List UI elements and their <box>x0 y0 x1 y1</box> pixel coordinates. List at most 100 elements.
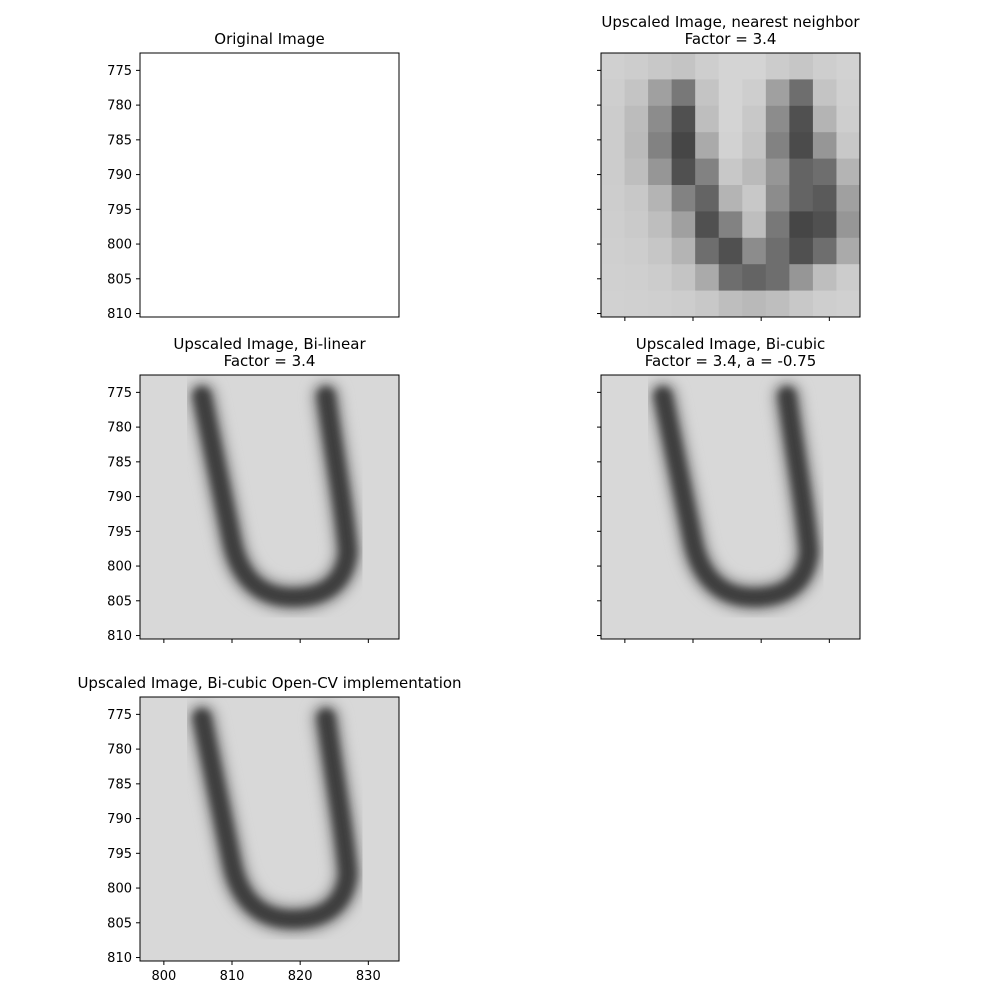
x-tick-label: 820 <box>288 969 313 984</box>
pixel-cell <box>789 211 814 239</box>
pixel-cell <box>671 211 696 239</box>
pixel-cell <box>742 290 767 317</box>
image-area <box>187 380 363 613</box>
pixel-cell <box>812 132 838 160</box>
y-tick-label: 805 <box>107 594 132 609</box>
pixel-cell <box>648 185 673 212</box>
pixel-cell <box>836 185 860 212</box>
pixel-cell <box>789 264 814 292</box>
y-tick-label: 795 <box>107 525 132 540</box>
letter-u-stroke <box>193 386 357 607</box>
pixel-cell <box>695 132 720 160</box>
letter-u-stroke <box>654 386 818 607</box>
y-tick-label: 780 <box>107 99 132 114</box>
pixel-cell <box>765 237 790 265</box>
pixel-cell <box>718 264 743 292</box>
panel-5: 775 780 785 790 795 800 805 810 800 810 820 830 Upsc… <box>77 674 461 984</box>
image-area <box>187 702 363 935</box>
pixel-cell <box>836 79 860 107</box>
pixel-cell <box>624 105 649 133</box>
pixel-cell <box>695 79 720 107</box>
pixel-cell <box>742 264 767 292</box>
panel-subtitle: Factor = 3.4 <box>224 352 316 370</box>
pixel-cell <box>648 158 673 186</box>
pixel-cell <box>812 290 838 317</box>
pixel-cell <box>671 53 696 80</box>
y-tick-label: 805 <box>107 272 132 287</box>
pixel-cell <box>789 237 814 265</box>
pixel-cell <box>765 132 790 160</box>
pixel-cell <box>695 185 720 212</box>
pixel-cell <box>836 211 860 239</box>
y-tick-label: 795 <box>107 203 132 218</box>
pixel-cell <box>789 79 814 107</box>
panel-1: 775 780 785 790 795 800 805 810 Original Image <box>107 30 400 322</box>
panel-subtitle: Factor = 3.4, a = -0.75 <box>645 352 817 370</box>
panel-3: 775 780 785 790 795 800 805 810 Upscaled Image, … <box>107 335 400 644</box>
y-tick-label: 780 <box>107 421 132 436</box>
pixel-cell <box>836 237 860 265</box>
pixel-cell <box>601 290 626 317</box>
pixel-cell <box>765 53 790 80</box>
y-tick-label: 810 <box>107 307 132 322</box>
pixel-cell <box>789 158 814 186</box>
y-tick-label: 800 <box>107 238 132 253</box>
pixel-cell <box>765 290 790 317</box>
pixel-cell <box>812 237 838 265</box>
panel-title: Upscaled Image, Bi-cubic Open-CV impleme… <box>77 674 461 692</box>
pixel-cell <box>624 211 649 239</box>
pixel-cell <box>765 105 790 133</box>
pixel-cell <box>789 132 814 160</box>
pixel-cell <box>624 79 649 107</box>
x-tick-label: 830 <box>356 969 381 984</box>
pixel-cell <box>812 158 838 186</box>
pixel-cell <box>836 132 860 160</box>
image-area <box>648 380 824 613</box>
y-tick-label: 785 <box>107 455 132 470</box>
panel-title: Upscaled Image, nearest neighbor <box>601 13 860 31</box>
axes-frame <box>139 374 400 640</box>
y-tick-label: 795 <box>107 847 132 862</box>
pixel-cell <box>742 237 767 265</box>
pixel-cell <box>601 185 626 212</box>
panel-title: Original Image <box>214 30 324 48</box>
pixel-cell <box>718 185 743 212</box>
y-tick-label: 775 <box>107 708 132 723</box>
pixel-cell <box>812 53 838 80</box>
y-tick-label: 810 <box>107 951 132 966</box>
pixel-cell <box>718 158 743 186</box>
pixel-cell <box>601 264 626 292</box>
pixel-cell <box>765 211 790 239</box>
pixel-cell <box>671 105 696 133</box>
pixel-cell <box>718 79 743 107</box>
axes-frame <box>139 696 400 962</box>
pixel-cell <box>742 211 767 239</box>
axes-frame <box>139 52 400 318</box>
pixel-cell <box>812 211 838 239</box>
pixel-cell <box>742 53 767 80</box>
pixel-cell <box>648 264 673 292</box>
pixel-cell <box>765 264 790 292</box>
pixel-cell <box>695 290 720 317</box>
pixel-cell <box>836 158 860 186</box>
pixel-cell <box>671 79 696 107</box>
pixel-cell <box>836 264 860 292</box>
y-tick-label: 790 <box>107 490 132 505</box>
y-tick-label: 800 <box>107 882 132 897</box>
pixel-cell <box>718 105 743 133</box>
pixel-cell <box>695 264 720 292</box>
pixel-cell <box>671 264 696 292</box>
pixel-cell <box>789 105 814 133</box>
pixel-cell <box>601 79 626 107</box>
pixel-cell <box>765 158 790 186</box>
pixel-cell <box>812 185 838 212</box>
pixel-cell <box>695 105 720 133</box>
pixel-cell <box>648 237 673 265</box>
pixel-cell <box>812 264 838 292</box>
pixel-cell <box>836 290 860 317</box>
image-area <box>601 53 860 317</box>
pixel-cell <box>601 53 626 80</box>
pixel-cell <box>601 237 626 265</box>
pixel-cell <box>695 53 720 80</box>
pixel-cell <box>601 158 626 186</box>
